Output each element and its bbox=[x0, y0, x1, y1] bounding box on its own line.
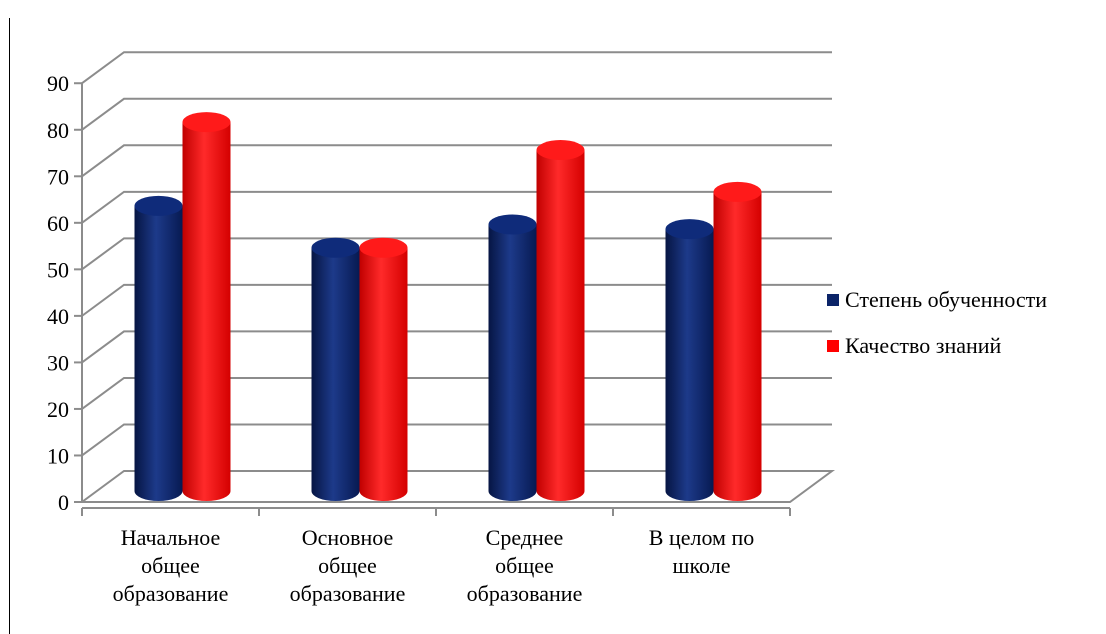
bar bbox=[488, 214, 537, 502]
y-tick-label: 20 bbox=[47, 397, 69, 422]
bar-top bbox=[182, 112, 231, 133]
bar-body bbox=[536, 150, 585, 502]
y-tick-label: 60 bbox=[47, 211, 69, 236]
bar-top bbox=[134, 195, 183, 216]
y-tick-label: 90 bbox=[47, 71, 69, 96]
gridline bbox=[81, 51, 832, 85]
bar-body bbox=[134, 205, 183, 502]
bar bbox=[665, 219, 714, 502]
chart-floor bbox=[78, 470, 836, 503]
frame-border-line bbox=[9, 18, 10, 634]
y-tick-label: 50 bbox=[47, 257, 69, 282]
legend-entry: Качество знаний bbox=[827, 333, 1002, 358]
gridline bbox=[81, 190, 832, 224]
gridline bbox=[81, 97, 832, 131]
chart-bars bbox=[134, 112, 762, 502]
gridline bbox=[81, 376, 832, 410]
y-tick-label: 70 bbox=[47, 164, 69, 189]
bar bbox=[713, 181, 762, 502]
chart-axes: 0 10 20 30 40 50 60 70 80 90 bbox=[47, 71, 791, 516]
x-axis-labels: Начальное общее образование Основное общее об… bbox=[113, 525, 755, 606]
bar-body bbox=[182, 122, 231, 502]
bar-body bbox=[713, 191, 762, 502]
bar-body bbox=[665, 229, 714, 502]
legend-swatch bbox=[827, 340, 839, 352]
bar bbox=[359, 237, 408, 502]
gridline bbox=[81, 237, 832, 271]
legend-swatch bbox=[827, 294, 839, 306]
bar-top bbox=[536, 140, 585, 161]
y-tick-label: 10 bbox=[47, 443, 69, 468]
bar bbox=[536, 140, 585, 502]
legend-label: Качество знаний bbox=[845, 333, 1002, 358]
gridline bbox=[81, 330, 832, 364]
bar-top bbox=[713, 181, 762, 202]
y-tick-label: 0 bbox=[58, 490, 69, 515]
bar bbox=[134, 195, 183, 502]
legend-entry: Степень обученности bbox=[827, 287, 1047, 312]
x-tick-label: Среднее общее образование bbox=[467, 525, 583, 606]
y-tick-label: 80 bbox=[47, 118, 69, 143]
bar bbox=[182, 112, 231, 502]
y-tick-label: 30 bbox=[47, 350, 69, 375]
x-tick-label: Начальное общее образование bbox=[113, 525, 229, 606]
bar-body bbox=[311, 247, 360, 502]
bar bbox=[311, 237, 360, 502]
legend-label: Степень обученности bbox=[845, 287, 1047, 312]
y-tick-label: 40 bbox=[47, 304, 69, 329]
bar-body bbox=[488, 224, 537, 502]
bar-body bbox=[359, 247, 408, 502]
bar-top bbox=[488, 214, 537, 235]
gridline bbox=[81, 423, 832, 457]
bar-top bbox=[665, 219, 714, 240]
x-tick-label: В целом по школе bbox=[649, 525, 754, 578]
x-tick-label: Основное общее образование bbox=[290, 525, 406, 606]
bar-top bbox=[359, 237, 408, 258]
chart-walls bbox=[78, 51, 836, 503]
legend: Степень обученности Качество знаний bbox=[827, 287, 1047, 358]
bar-top bbox=[311, 237, 360, 258]
gridline bbox=[81, 144, 832, 178]
gridline bbox=[81, 283, 832, 317]
